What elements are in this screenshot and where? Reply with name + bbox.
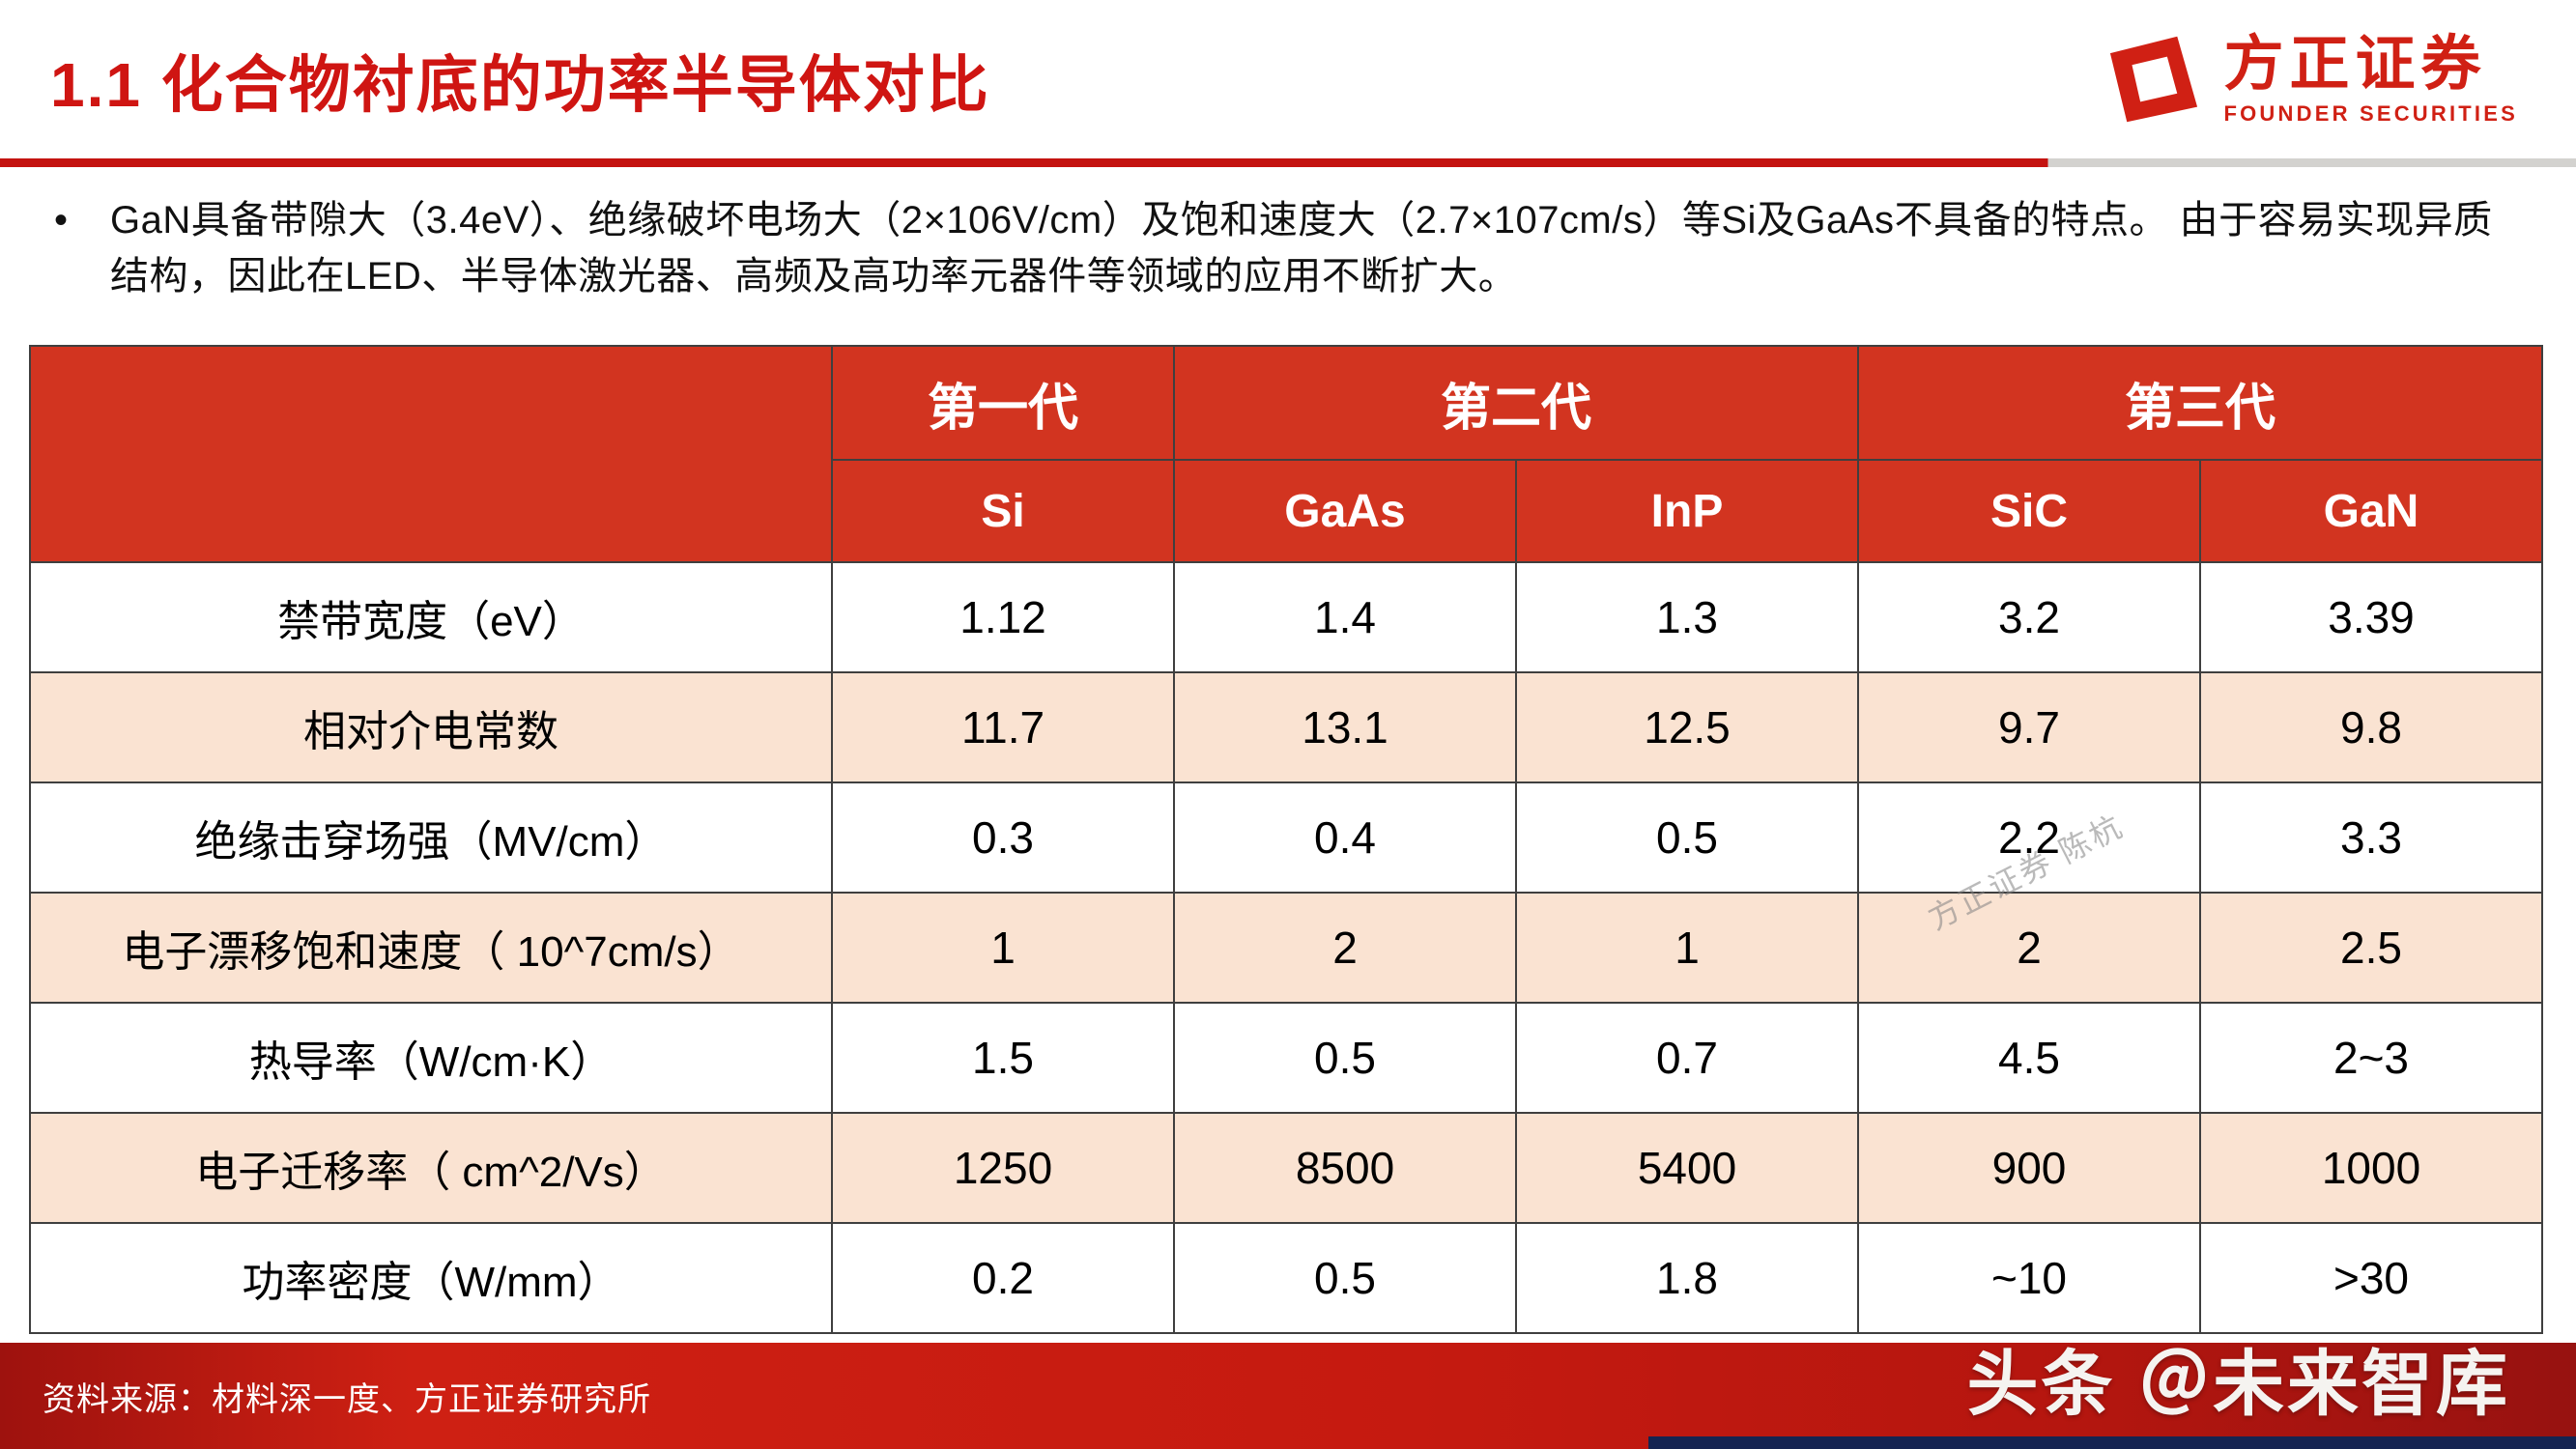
header-bar: 1.1 化合物衬底的功率半导体对比 方正证券 FOUNDER SECURITIE…	[0, 0, 2576, 131]
comparison-table: 第一代 第二代 第三代 Si GaAs InP SiC GaN 禁带宽度（eV）…	[29, 345, 2543, 1334]
cell: >30	[2199, 1222, 2543, 1334]
material-header-si: Si	[831, 459, 1175, 563]
material-header-row: Si GaAs InP SiC GaN	[30, 459, 2543, 563]
material-header-gan: GaN	[2199, 459, 2543, 563]
row-label: 功率密度（W/mm）	[29, 1222, 833, 1334]
material-header-inp: InP	[1515, 459, 1859, 563]
cell: 12.5	[1515, 671, 1859, 783]
material-header-sic: SiC	[1857, 459, 2201, 563]
cell: 3.3	[2199, 781, 2543, 894]
cell: 0.5	[1173, 1222, 1517, 1334]
cell: 0.5	[1515, 781, 1859, 894]
material-header-gaas: GaAs	[1173, 459, 1517, 563]
cell: 1000	[2199, 1112, 2543, 1224]
row-label: 相对介电常数	[29, 671, 833, 783]
intro-text: GaN具备带隙大（3.4eV）、绝缘破坏电场大（2×106V/cm）及饱和速度大…	[110, 199, 2493, 298]
cell: 2	[1857, 892, 2201, 1004]
table-row: 相对介电常数 11.7 13.1 12.5 9.7 9.8	[29, 671, 2543, 783]
cell: 0.3	[831, 781, 1175, 894]
bottom-right-watermark: 头条 ＠未来智库	[1966, 1344, 2510, 1424]
cell: 1250	[831, 1112, 1175, 1224]
cell: 1	[1515, 892, 1859, 1004]
row-label: 热导率（W/cm·K）	[29, 1002, 833, 1114]
table-row: 禁带宽度（eV） 1.12 1.4 1.3 3.2 3.39	[29, 561, 2543, 673]
table-row: 功率密度（W/mm） 0.2 0.5 1.8 ~10 >30	[29, 1222, 2543, 1334]
founder-logo-icon	[2104, 33, 2204, 126]
cell: 900	[1857, 1112, 2201, 1224]
logo-name-cn: 方正证券	[2223, 31, 2487, 98]
source-note: 资料来源：材料深一度、方正证券研究所	[43, 1380, 651, 1418]
cell: 4.5	[1857, 1002, 2201, 1114]
cell: 0.5	[1173, 1002, 1517, 1114]
gen-header-3: 第三代	[1857, 345, 2543, 461]
cell: 11.7	[831, 671, 1175, 783]
bullet-marker: •	[54, 199, 69, 242]
cell: 1.12	[831, 561, 1175, 673]
page-title: 1.1 化合物衬底的功率半导体对比	[50, 50, 990, 120]
cell: 2.2	[1857, 781, 2201, 894]
founder-logo: 方正证券 FOUNDER SECURITIES	[2104, 33, 2518, 126]
cell: 8500	[1173, 1112, 1517, 1224]
row-label: 电子迁移率（ cm^2/Vs）	[29, 1112, 833, 1224]
cell: 9.7	[1857, 671, 2201, 783]
cell: 5400	[1515, 1112, 1859, 1224]
gen-header-1: 第一代	[831, 345, 1175, 461]
footer-bar: 资料来源：材料深一度、方正证券研究所	[0, 1343, 2576, 1449]
intro-bullet: • GaN具备带隙大（3.4eV）、绝缘破坏电场大（2×106V/cm）及饱和速…	[0, 167, 2576, 304]
cell: 2~3	[2199, 1002, 2543, 1114]
table-corner-cell	[29, 345, 833, 563]
cell: 1.5	[831, 1002, 1175, 1114]
cell: 3.2	[1857, 561, 2201, 673]
row-label: 电子漂移饱和速度（ 10^7cm/s）	[29, 892, 833, 1004]
cell: ~10	[1857, 1222, 2201, 1334]
row-label: 绝缘击穿场强（MV/cm）	[29, 781, 833, 894]
cell: 2.5	[2199, 892, 2543, 1004]
bottom-strip	[1648, 1436, 2576, 1449]
gen-header-2: 第二代	[1173, 345, 1859, 461]
founder-logo-text: 方正证券 FOUNDER SECURITIES	[2223, 35, 2518, 125]
cell: 1.8	[1515, 1222, 1859, 1334]
table-row: 热导率（W/cm·K） 1.5 0.5 0.7 4.5 2~3	[29, 1002, 2543, 1114]
table-row: 电子漂移饱和速度（ 10^7cm/s） 1 2 1 2 2.5	[29, 892, 2543, 1004]
logo-name-en: FOUNDER SECURITIES	[2223, 100, 2518, 126]
generation-header-row: 第一代 第二代 第三代	[29, 345, 2543, 563]
cell: 9.8	[2199, 671, 2543, 783]
cell: 0.2	[831, 1222, 1175, 1334]
cell: 2	[1173, 892, 1517, 1004]
cell: 0.4	[1173, 781, 1517, 894]
row-label: 禁带宽度（eV）	[29, 561, 833, 673]
cell: 3.39	[2199, 561, 2543, 673]
cell: 1.3	[1515, 561, 1859, 673]
cell: 13.1	[1173, 671, 1517, 783]
cell: 1.4	[1173, 561, 1517, 673]
cell: 1	[831, 892, 1175, 1004]
table-row: 绝缘击穿场强（MV/cm） 0.3 0.4 0.5 2.2 3.3	[29, 781, 2543, 894]
table-row: 电子迁移率（ cm^2/Vs） 1250 8500 5400 900 1000	[29, 1112, 2543, 1224]
title-divider	[0, 158, 2576, 167]
cell: 0.7	[1515, 1002, 1859, 1114]
